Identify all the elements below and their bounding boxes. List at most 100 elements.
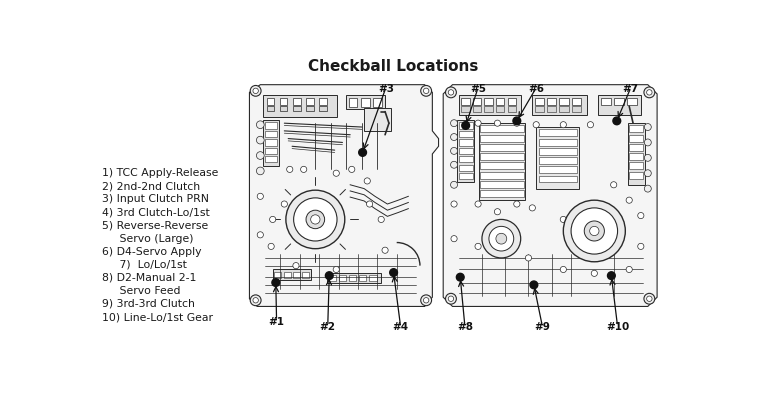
Circle shape [311, 215, 320, 224]
Circle shape [644, 140, 651, 147]
Circle shape [644, 155, 651, 162]
Bar [481, 181, 524, 188]
Circle shape [496, 234, 507, 245]
Bar [481, 163, 524, 170]
Bar [481, 154, 524, 161]
Bar [265, 140, 277, 146]
Bar [485, 107, 493, 113]
Bar [280, 98, 287, 106]
Bar [364, 109, 391, 132]
Bar [265, 123, 277, 129]
Text: #4: #4 [392, 322, 409, 332]
Bar [263, 121, 279, 167]
Circle shape [421, 295, 432, 306]
Bar [481, 145, 524, 151]
Bar [629, 135, 643, 142]
Circle shape [571, 208, 617, 254]
Circle shape [482, 220, 521, 258]
Circle shape [257, 232, 263, 238]
Circle shape [364, 179, 370, 185]
Text: #1: #1 [269, 316, 285, 326]
Bar [614, 98, 624, 106]
Text: Servo Feed: Servo Feed [102, 285, 180, 295]
Circle shape [560, 217, 567, 223]
Circle shape [513, 118, 521, 126]
Text: #3: #3 [378, 83, 394, 94]
Bar [536, 128, 579, 189]
Circle shape [584, 222, 604, 241]
Circle shape [253, 298, 258, 303]
Circle shape [637, 213, 644, 219]
Text: #9: #9 [535, 322, 551, 332]
Circle shape [250, 295, 261, 306]
Bar [481, 126, 524, 133]
Circle shape [533, 122, 539, 128]
Circle shape [359, 149, 366, 157]
Bar [265, 132, 277, 138]
Text: #2: #2 [319, 322, 336, 332]
Bar [559, 107, 569, 113]
Bar [319, 98, 327, 106]
Bar [496, 98, 505, 106]
Text: 9) 3rd-3rd Clutch: 9) 3rd-3rd Clutch [102, 298, 195, 308]
Bar [538, 176, 578, 183]
Circle shape [300, 167, 306, 173]
Bar [601, 98, 611, 106]
Circle shape [451, 182, 458, 189]
Circle shape [495, 121, 501, 127]
Circle shape [333, 267, 339, 273]
Text: #8: #8 [457, 322, 473, 332]
Bar [461, 107, 469, 113]
Circle shape [644, 294, 655, 305]
Circle shape [613, 118, 621, 126]
Circle shape [611, 182, 617, 188]
Bar [472, 98, 482, 106]
Bar [329, 275, 336, 281]
Circle shape [489, 227, 514, 252]
Circle shape [456, 274, 464, 281]
Text: #7: #7 [623, 83, 639, 94]
Circle shape [462, 122, 469, 130]
Bar [508, 98, 516, 106]
Circle shape [560, 267, 567, 273]
Circle shape [270, 217, 276, 223]
Circle shape [644, 88, 655, 98]
Circle shape [626, 198, 632, 204]
Bar [496, 107, 505, 113]
Bar [461, 98, 469, 106]
Circle shape [498, 252, 505, 258]
Bar [538, 158, 578, 164]
Circle shape [647, 296, 652, 302]
Circle shape [560, 122, 567, 128]
Circle shape [366, 201, 372, 208]
Circle shape [644, 186, 651, 193]
Bar [458, 165, 472, 171]
Bar [458, 149, 472, 155]
Text: 7)  Lo/Lo/1st: 7) Lo/Lo/1st [102, 259, 187, 269]
Circle shape [451, 236, 457, 242]
Bar [538, 130, 578, 137]
Circle shape [626, 267, 632, 273]
Bar [458, 157, 472, 163]
Bar [457, 121, 474, 182]
Circle shape [563, 201, 625, 262]
Bar [458, 96, 521, 116]
Circle shape [495, 209, 501, 215]
Bar [293, 272, 300, 278]
Bar [458, 123, 472, 129]
Circle shape [378, 217, 384, 223]
Circle shape [293, 263, 299, 269]
Circle shape [607, 272, 615, 280]
Circle shape [451, 120, 458, 127]
Bar [535, 107, 544, 113]
Bar [481, 172, 524, 179]
Circle shape [257, 122, 264, 129]
Bar [479, 124, 525, 201]
Circle shape [530, 281, 538, 289]
Circle shape [281, 201, 287, 208]
Text: #6: #6 [528, 83, 545, 94]
Text: Checkball Locations: Checkball Locations [309, 60, 478, 74]
Circle shape [590, 227, 599, 236]
Bar [535, 98, 544, 106]
Circle shape [449, 296, 454, 302]
